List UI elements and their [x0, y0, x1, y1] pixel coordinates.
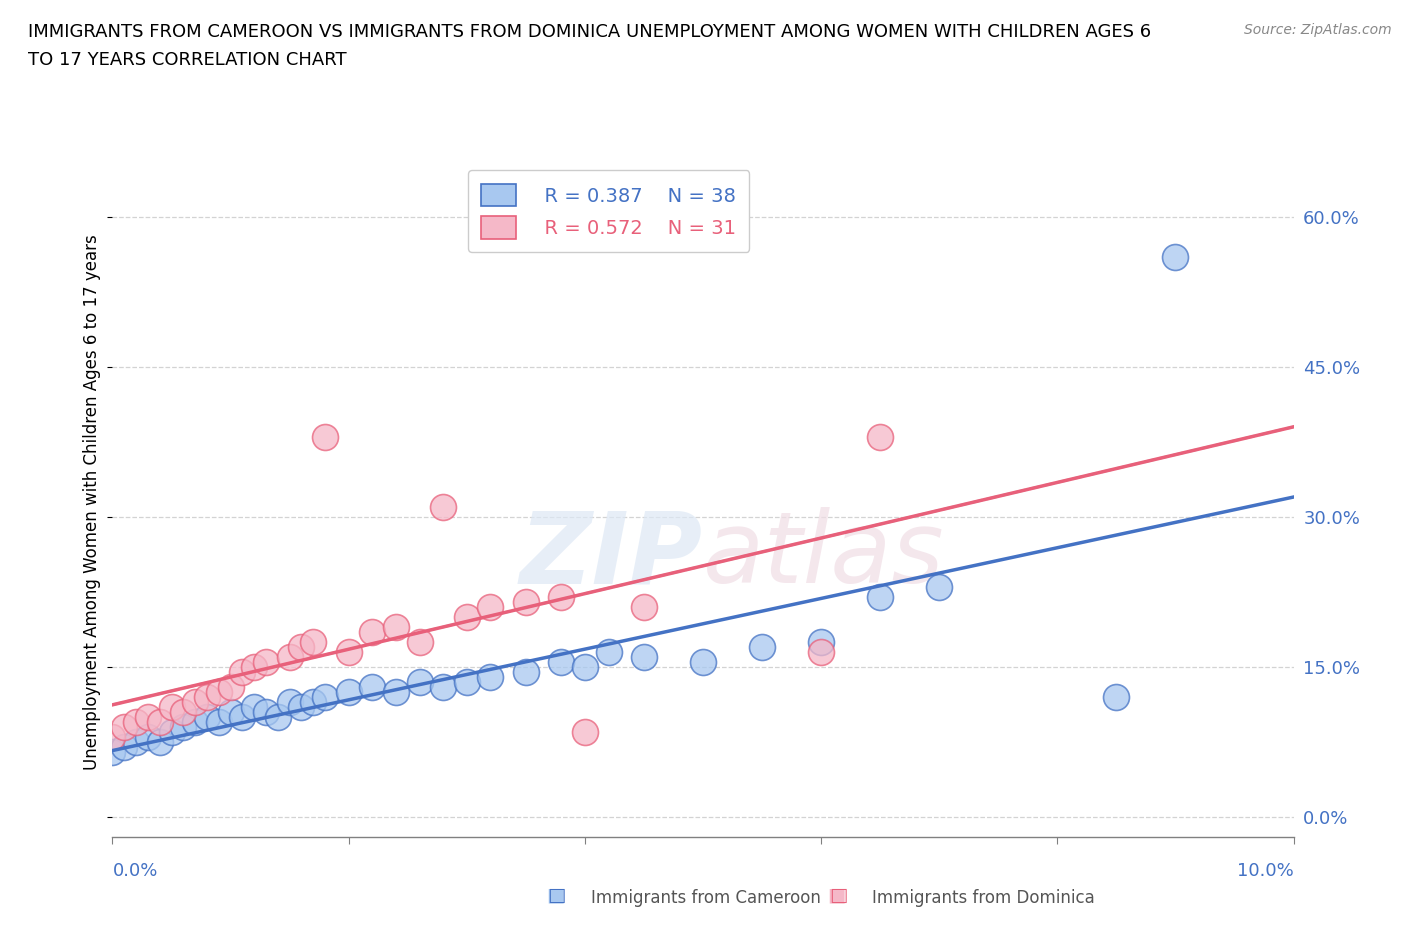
Point [112, 739, 135, 754]
Y-axis label: Unemployment Among Women with Children Ages 6 to 17 years: Unemployment Among Women with Children A… [83, 234, 101, 770]
Point [254, 705, 277, 720]
Point [408, 634, 430, 649]
Point [195, 690, 218, 705]
Point [195, 710, 218, 724]
Text: ■: ■ [827, 886, 846, 905]
Point [337, 644, 360, 659]
Point [278, 695, 301, 710]
Point [290, 699, 312, 714]
Text: ■: ■ [546, 886, 565, 905]
Point [385, 619, 408, 634]
Text: atlas: atlas [703, 507, 945, 604]
Text: 0.0%: 0.0% [112, 862, 157, 880]
Point [267, 710, 290, 724]
Point [101, 730, 124, 745]
Point [219, 680, 242, 695]
Point [385, 684, 408, 699]
Point [810, 634, 832, 649]
Point [432, 499, 454, 514]
Point [125, 735, 148, 750]
Point [550, 655, 572, 670]
Point [515, 665, 537, 680]
Text: ZIP: ZIP [520, 507, 703, 604]
Text: Source: ZipAtlas.com: Source: ZipAtlas.com [1244, 23, 1392, 37]
Point [231, 665, 253, 680]
Text: Immigrants from Cameroon: Immigrants from Cameroon [591, 889, 820, 907]
Point [1164, 250, 1187, 265]
Point [408, 674, 430, 689]
Text: □: □ [828, 886, 848, 905]
Text: Immigrants from Dominica: Immigrants from Dominica [872, 889, 1094, 907]
Point [290, 640, 312, 655]
Text: IMMIGRANTS FROM CAMEROON VS IMMIGRANTS FROM DOMINICA UNEMPLOYMENT AMONG WOMEN WI: IMMIGRANTS FROM CAMEROON VS IMMIGRANTS F… [28, 23, 1152, 41]
Point [125, 714, 148, 729]
Point [361, 680, 384, 695]
Point [112, 720, 135, 735]
Point [172, 720, 194, 735]
Point [810, 644, 832, 659]
Point [361, 625, 384, 640]
Point [1105, 690, 1128, 705]
Text: 10.0%: 10.0% [1237, 862, 1294, 880]
Point [479, 670, 502, 684]
Point [456, 610, 478, 625]
Point [219, 705, 242, 720]
Point [278, 650, 301, 665]
Point [160, 699, 183, 714]
Point [337, 684, 360, 699]
Point [869, 430, 891, 445]
Point [633, 600, 655, 615]
Legend:   R = 0.387    N = 38,   R = 0.572    N = 31: R = 0.387 N = 38, R = 0.572 N = 31 [468, 170, 749, 252]
Point [208, 714, 231, 729]
Point [574, 724, 596, 739]
Point [302, 634, 325, 649]
Point [184, 714, 207, 729]
Point [598, 644, 620, 659]
Point [208, 684, 231, 699]
Point [456, 674, 478, 689]
Point [302, 695, 325, 710]
Point [149, 714, 172, 729]
Point [928, 579, 950, 594]
Point [314, 690, 336, 705]
Point [432, 680, 454, 695]
Point [231, 710, 253, 724]
Text: □: □ [547, 886, 567, 905]
Point [479, 600, 502, 615]
Point [751, 640, 773, 655]
Point [160, 724, 183, 739]
Point [243, 659, 266, 674]
Point [136, 730, 159, 745]
Point [184, 695, 207, 710]
Point [869, 590, 891, 604]
Point [574, 659, 596, 674]
Point [172, 705, 194, 720]
Point [149, 735, 172, 750]
Point [515, 594, 537, 609]
Point [254, 655, 277, 670]
Point [101, 745, 124, 760]
Point [550, 590, 572, 604]
Point [633, 650, 655, 665]
Point [243, 699, 266, 714]
Point [314, 430, 336, 445]
Text: TO 17 YEARS CORRELATION CHART: TO 17 YEARS CORRELATION CHART [28, 51, 347, 69]
Point [692, 655, 714, 670]
Point [136, 710, 159, 724]
